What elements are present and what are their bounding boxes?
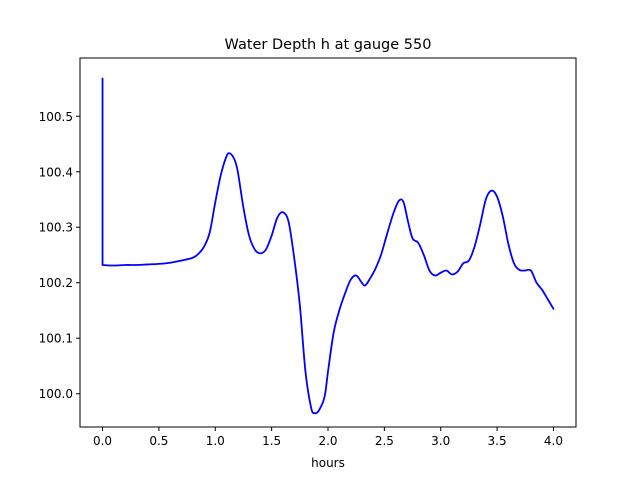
x-ticks: 0.0 0.5 1.0 1.5 2.0 2.5 3.0 3.5 4.0	[93, 427, 563, 448]
x-tick-label: 1.5	[262, 434, 281, 448]
y-tick-label: 100.4	[39, 165, 73, 179]
x-tick-label: 2.0	[318, 434, 337, 448]
x-tick-label: 3.5	[488, 434, 507, 448]
y-tick-label: 100.0	[39, 387, 73, 401]
y-tick-label: 100.1	[39, 332, 73, 346]
y-ticks: 100.0 100.1 100.2 100.3 100.4 100.5	[39, 110, 80, 401]
y-tick-label: 100.5	[39, 110, 73, 124]
y-tick-label: 100.3	[39, 221, 73, 235]
series-line	[101, 77, 555, 415]
x-axis-label: hours	[311, 456, 345, 470]
chart-title: Water Depth h at gauge 550	[225, 37, 432, 53]
x-tick-label: 1.0	[206, 434, 225, 448]
x-tick-label: 0.0	[93, 434, 112, 448]
x-tick-label: 4.0	[544, 434, 563, 448]
plot-frame	[79, 57, 577, 428]
x-tick-label: 0.5	[149, 434, 168, 448]
y-tick-label: 100.2	[39, 276, 73, 290]
x-tick-label: 2.5	[375, 434, 394, 448]
x-tick-label: 3.0	[431, 434, 450, 448]
